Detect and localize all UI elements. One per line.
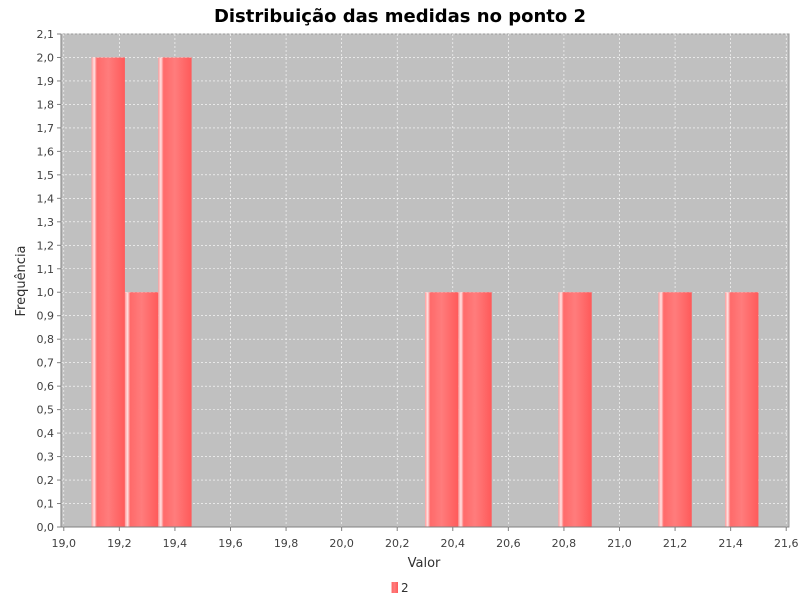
y-tick-label: 0,7 bbox=[37, 357, 55, 370]
chart-title: Distribuição das medidas no ponto 2 bbox=[214, 6, 586, 27]
y-tick-label: 2,0 bbox=[37, 51, 55, 64]
y-tick-label: 1,1 bbox=[37, 263, 55, 276]
x-tick-label: 20,4 bbox=[441, 537, 466, 550]
histogram-bar bbox=[458, 292, 492, 527]
y-tick-label: 2,1 bbox=[37, 28, 55, 41]
x-tick-label: 21,6 bbox=[774, 537, 799, 550]
histogram-bar bbox=[91, 57, 125, 527]
y-tick-label: 0,1 bbox=[37, 498, 55, 511]
histogram-bar bbox=[158, 57, 192, 527]
legend-swatch bbox=[391, 582, 398, 593]
y-tick-label: 1,4 bbox=[37, 192, 55, 205]
x-tick-label: 20,0 bbox=[329, 537, 354, 550]
y-tick-label: 1,7 bbox=[37, 122, 55, 135]
x-tick-label: 21,2 bbox=[663, 537, 688, 550]
x-tick-label: 20,8 bbox=[552, 537, 577, 550]
histogram-bar bbox=[658, 292, 692, 527]
y-tick-label: 1,0 bbox=[37, 286, 55, 299]
y-tick-label: 0,6 bbox=[37, 380, 55, 393]
x-tick-label: 20,6 bbox=[496, 537, 521, 550]
x-tick-label: 21,0 bbox=[607, 537, 632, 550]
y-tick-label: 1,9 bbox=[37, 75, 55, 88]
x-axis-ticks: 19,0 19,2 19,4 19,6 19,8 20,0 20,2 20,4 20,6 20,8… bbox=[52, 527, 799, 550]
y-tick-label: 0,3 bbox=[37, 451, 55, 464]
x-tick-label: 19,0 bbox=[52, 537, 77, 550]
y-tick-label: 1,6 bbox=[37, 145, 55, 158]
histogram-bar bbox=[725, 292, 759, 527]
x-tick-label: 19,8 bbox=[274, 537, 299, 550]
y-tick-label: 1,8 bbox=[37, 98, 55, 111]
y-tick-label: 0,5 bbox=[37, 404, 55, 417]
histogram-bar bbox=[124, 292, 159, 527]
y-axis-ticks: 0,0 0,1 0,2 0,3 0,4 0,5 0,6 0,7 0,8 0,9 1,0 1,1 1,2 1… bbox=[37, 28, 61, 534]
axes-group bbox=[60, 34, 789, 528]
y-tick-label: 0,8 bbox=[37, 333, 55, 346]
y-tick-label: 1,3 bbox=[37, 216, 55, 229]
legend: 2 bbox=[391, 581, 409, 595]
legend-label: 2 bbox=[401, 581, 409, 595]
x-tick-label: 19,4 bbox=[163, 537, 188, 550]
y-tick-label: 0,0 bbox=[37, 521, 55, 534]
y-tick-label: 0,2 bbox=[37, 474, 55, 487]
x-tick-label: 19,2 bbox=[107, 537, 132, 550]
y-axis-label: Frequência bbox=[14, 245, 29, 316]
y-tick-label: 0,4 bbox=[37, 427, 55, 440]
histogram-bar bbox=[558, 292, 592, 527]
x-tick-label: 19,6 bbox=[218, 537, 243, 550]
y-tick-label: 1,5 bbox=[37, 169, 55, 182]
y-tick-label: 1,2 bbox=[37, 239, 55, 252]
x-tick-label: 20,2 bbox=[385, 537, 410, 550]
x-tick-label: 21,4 bbox=[718, 537, 743, 550]
y-tick-label: 0,9 bbox=[37, 310, 55, 323]
x-axis-label: Valor bbox=[408, 556, 441, 571]
histogram-bar bbox=[425, 292, 459, 527]
bars-group bbox=[91, 57, 759, 527]
